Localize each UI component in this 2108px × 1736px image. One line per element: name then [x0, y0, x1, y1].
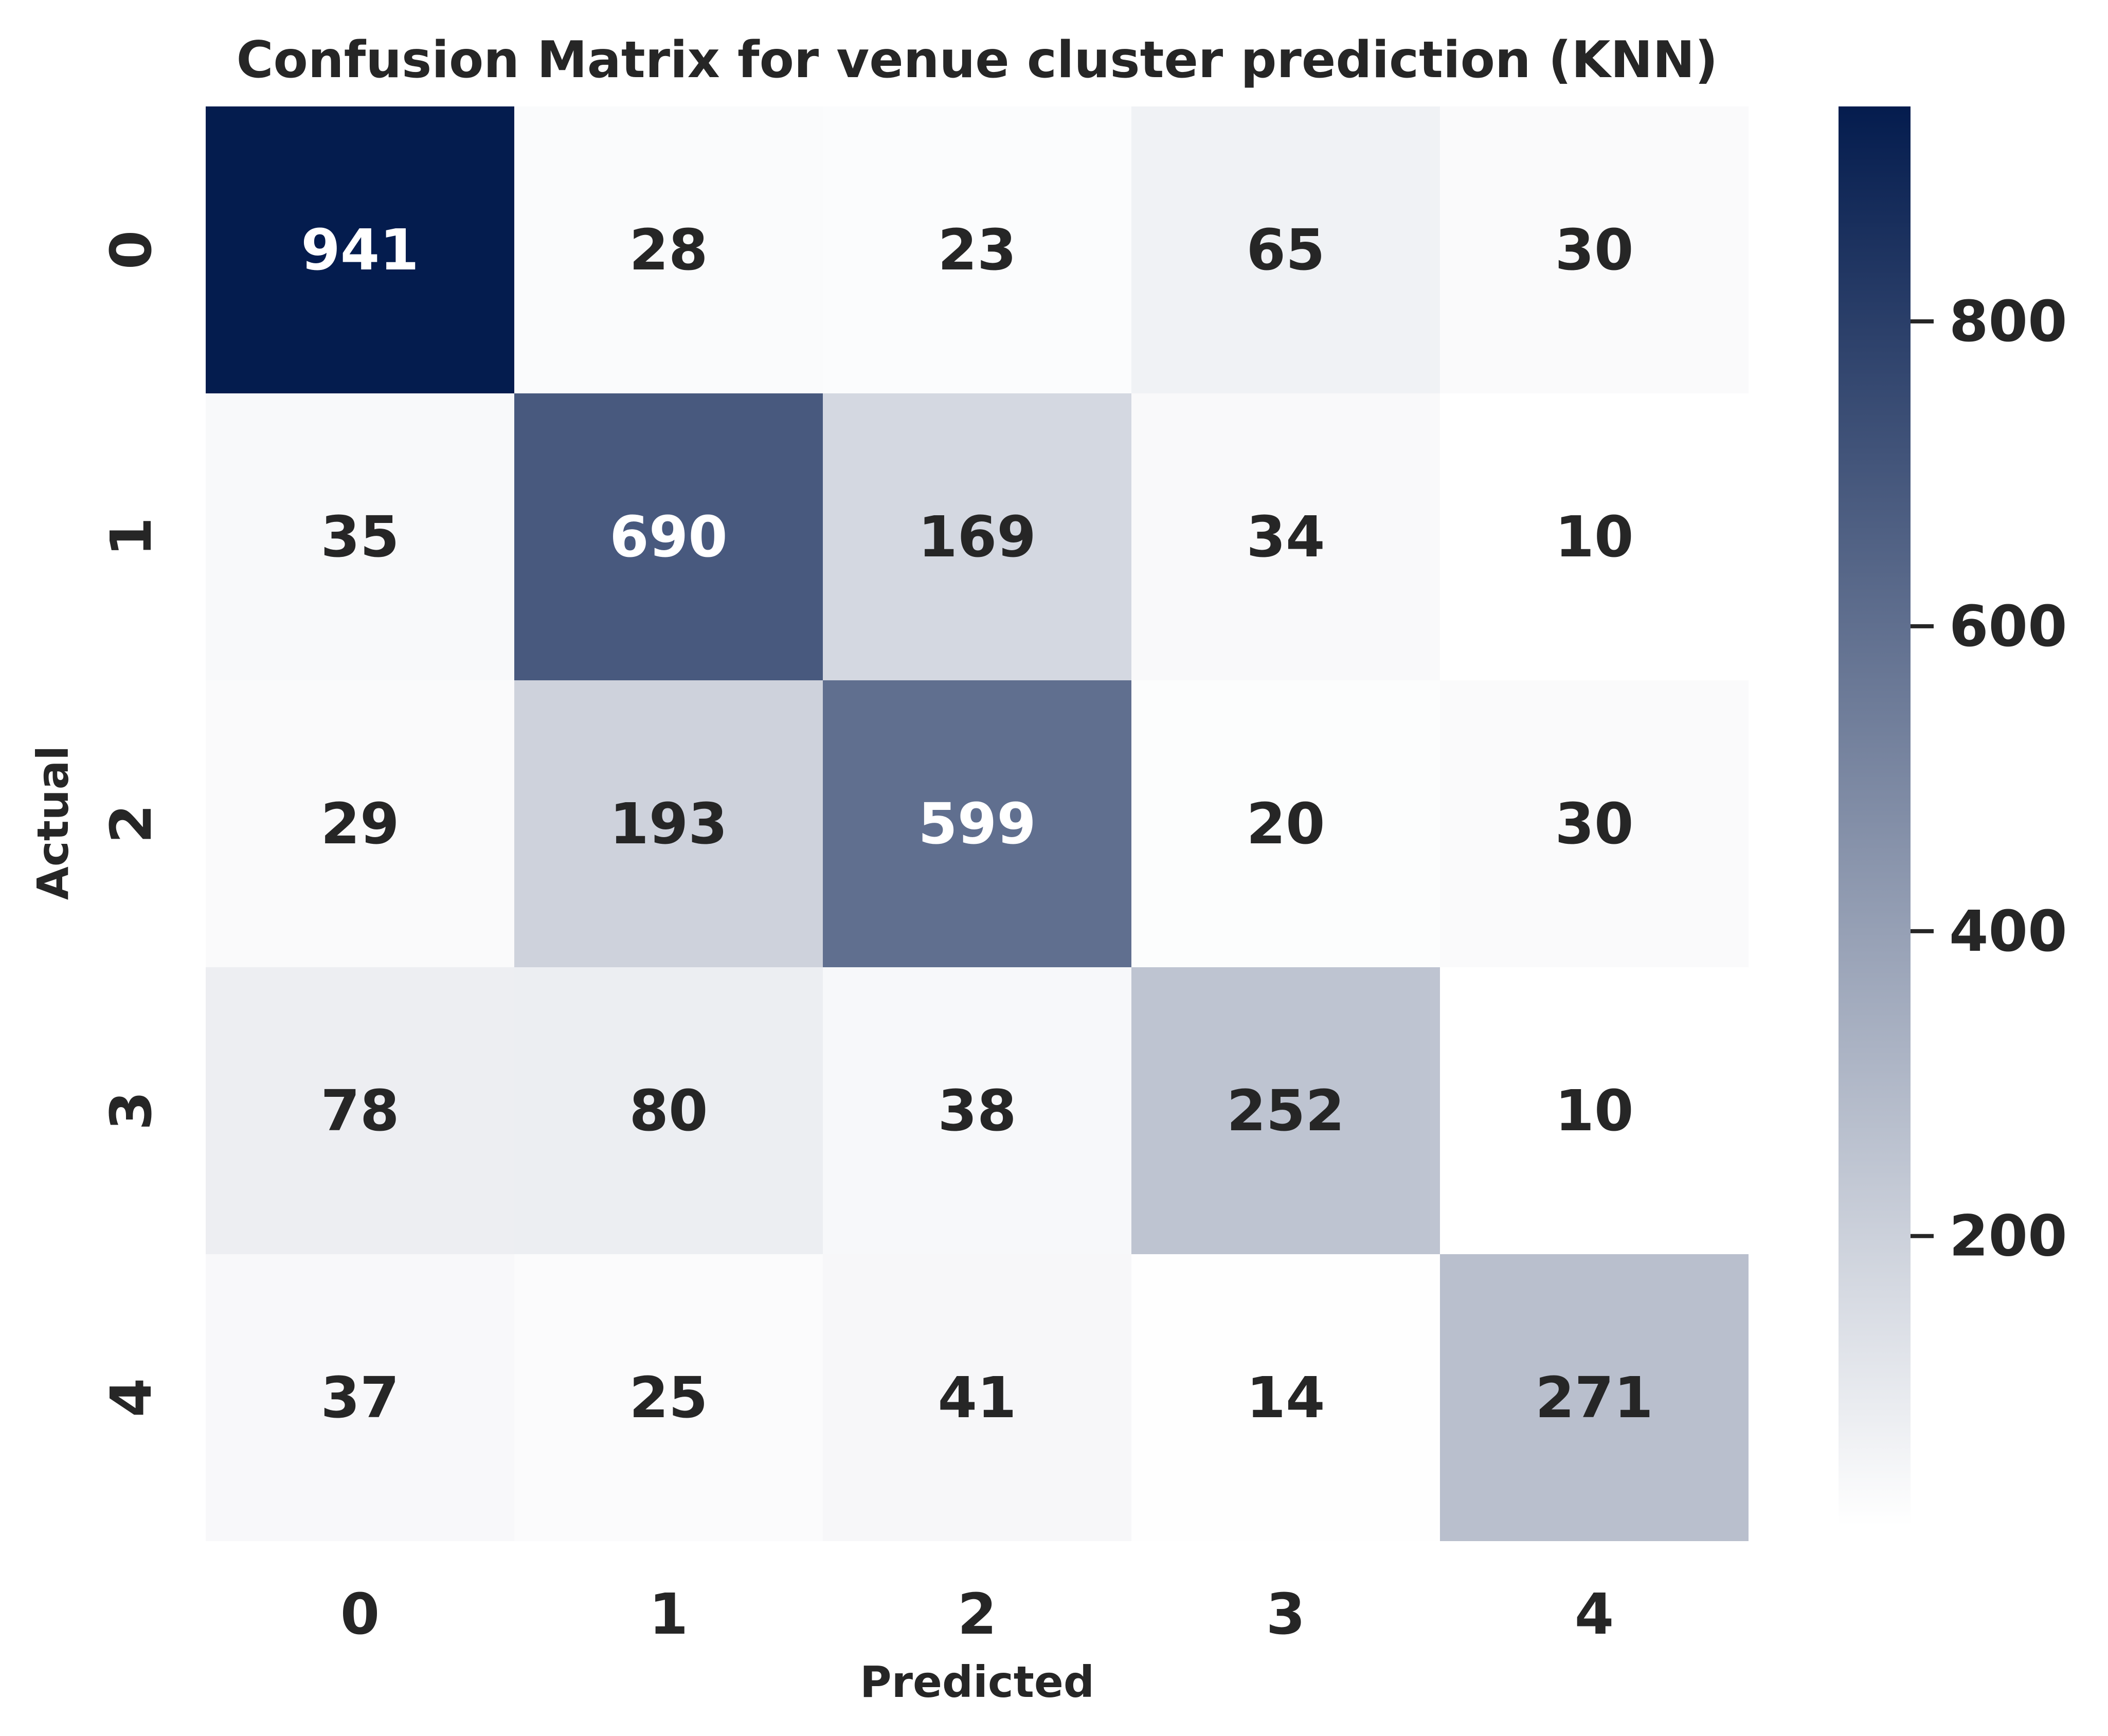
cell-value-r4-c4: 271	[1535, 1365, 1653, 1431]
x-axis-ticks: 0 1 2 3 4	[340, 1581, 1614, 1647]
y-tick-label-3: 3	[98, 1091, 164, 1131]
heatmap-cell-r4-c0	[206, 1254, 514, 1541]
cell-value-r3-c0: 78	[320, 1078, 399, 1144]
cell-value-r1-c0: 35	[320, 504, 399, 570]
colorbar-ticks: 200 400 600 800	[1911, 288, 2067, 1269]
cell-value-r0-c4: 30	[1555, 217, 1633, 283]
colorbar-tick-label-400: 400	[1949, 898, 2067, 964]
heatmap-cell-r0-c0	[206, 106, 514, 393]
heatmap-cell-r1-c2	[823, 393, 1131, 680]
heatmap-cell-r1-c1	[514, 393, 823, 680]
cell-value-r3-c3: 252	[1227, 1078, 1345, 1144]
cell-value-r3-c2: 38	[938, 1078, 1016, 1144]
heatmap-cell-r4-c2	[823, 1254, 1131, 1541]
cell-value-r0-c0: 941	[301, 217, 419, 283]
heatmap-cell-labels: 941 28 23 65 30 35 690 169 34 10 29 193 599 20 30 78 80 3…	[301, 217, 1653, 1431]
heatmap-cell-r1-c0	[206, 393, 514, 680]
cell-value-r2-c2: 599	[918, 791, 1036, 857]
cell-value-r0-c1: 28	[629, 217, 708, 283]
cell-value-r0-c3: 65	[1246, 217, 1325, 283]
x-tick-label-1: 1	[649, 1581, 689, 1647]
cell-value-r4-c2: 41	[938, 1365, 1016, 1431]
heatmap-cell-r1-c3	[1131, 393, 1440, 680]
cell-value-r2-c4: 30	[1555, 791, 1633, 857]
y-axis-label: Actual	[28, 746, 78, 900]
cell-value-r2-c3: 20	[1246, 791, 1325, 857]
colorbar-tick-label-600: 600	[1949, 593, 2067, 659]
heatmap-cell-r0-c2	[823, 106, 1131, 393]
colorbar	[1839, 106, 1911, 1526]
y-axis-ticks: 0 1 2 3 4	[98, 230, 164, 1418]
y-tick-label-1: 1	[98, 517, 164, 557]
heatmap-cell-r0-c1	[514, 106, 823, 393]
heatmap-cell-r2-c3	[1131, 680, 1440, 967]
cell-value-r0-c2: 23	[938, 217, 1016, 283]
heatmap-cell-r2-c0	[206, 680, 514, 967]
heatmap-cell-r4-c4	[1440, 1254, 1749, 1541]
cell-value-r1-c2: 169	[918, 504, 1036, 570]
cell-value-r1-c1: 690	[609, 504, 728, 570]
colorbar-tick-label-200: 200	[1949, 1203, 2067, 1269]
chart-title: Confusion Matrix for venue cluster predi…	[237, 31, 1718, 89]
x-tick-label-3: 3	[1266, 1581, 1306, 1647]
y-tick-label-4: 4	[98, 1378, 164, 1418]
y-tick-label-0: 0	[98, 230, 164, 270]
cell-value-r4-c3: 14	[1246, 1365, 1325, 1431]
cell-value-r4-c0: 37	[320, 1365, 399, 1431]
heatmap-cell-r4-c1	[514, 1254, 823, 1541]
heatmap-cell-r2-c1	[514, 680, 823, 967]
heatmap-cell-r3-c3	[1131, 967, 1440, 1254]
cell-value-r3-c1: 80	[629, 1078, 708, 1144]
cell-value-r2-c1: 193	[609, 791, 728, 857]
heatmap-cell-r0-c4	[1440, 106, 1749, 393]
y-tick-label-2: 2	[98, 804, 164, 844]
cell-value-r1-c3: 34	[1246, 504, 1325, 570]
x-tick-label-2: 2	[958, 1581, 997, 1647]
heatmap-cell-r4-c3	[1131, 1254, 1440, 1541]
cell-value-r3-c4: 10	[1555, 1078, 1633, 1144]
heatmap-cell-r2-c2	[823, 680, 1131, 967]
heatmap-cell-r1-c4	[1440, 393, 1749, 680]
heatmap-cell-r3-c2	[823, 967, 1131, 1254]
x-tick-label-0: 0	[340, 1581, 380, 1647]
heatmap-cell-r0-c3	[1131, 106, 1440, 393]
x-tick-label-4: 4	[1575, 1581, 1614, 1647]
heatmap-cells	[206, 106, 1749, 1541]
cell-value-r2-c0: 29	[320, 791, 399, 857]
heatmap-cell-r3-c1	[514, 967, 823, 1254]
heatmap-cell-r3-c0	[206, 967, 514, 1254]
heatmap-cell-r2-c4	[1440, 680, 1749, 967]
heatmap-cell-r3-c4	[1440, 967, 1749, 1254]
x-axis-label: Predicted	[860, 1657, 1094, 1707]
colorbar-tick-label-800: 800	[1949, 288, 2067, 354]
cell-value-r4-c1: 25	[629, 1365, 708, 1431]
cell-value-r1-c4: 10	[1555, 504, 1633, 570]
